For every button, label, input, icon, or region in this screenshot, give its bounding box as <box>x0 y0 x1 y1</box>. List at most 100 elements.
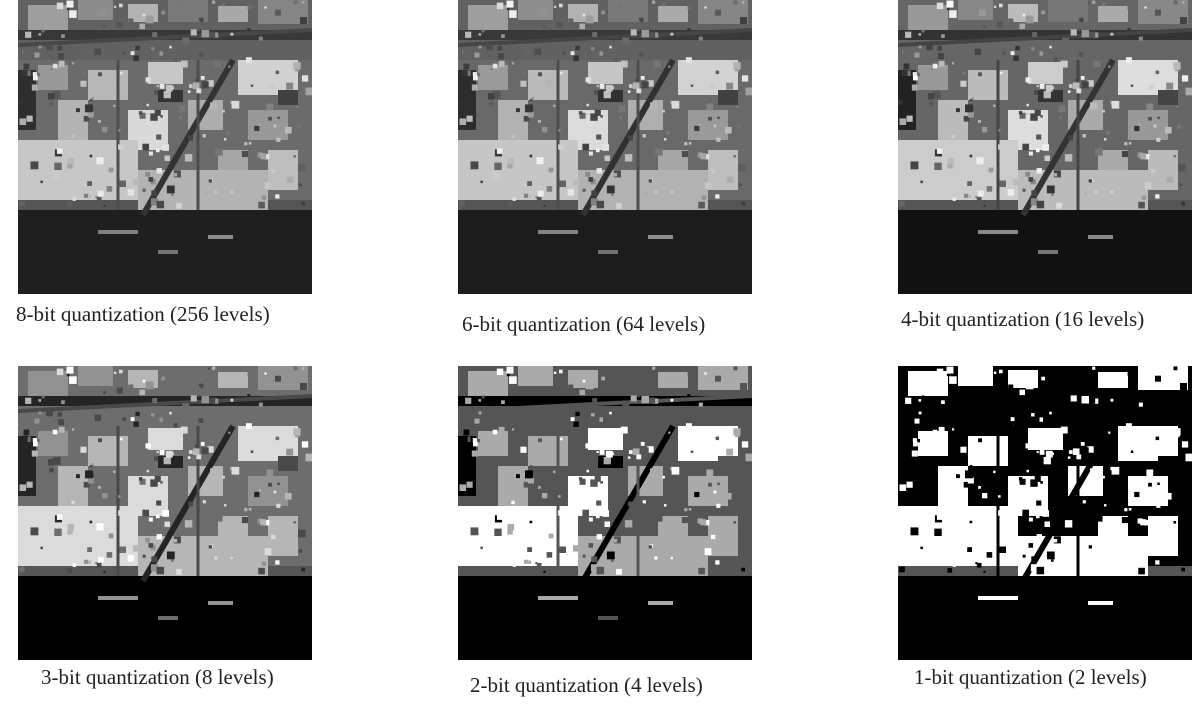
scene-detail <box>930 433 934 436</box>
scene-detail <box>1180 383 1187 390</box>
scene-detail <box>741 367 745 370</box>
scene-detail <box>275 560 280 565</box>
scene-detail <box>40 180 43 184</box>
scene-detail <box>1053 536 1061 544</box>
scene-detail <box>588 543 594 548</box>
scene-region <box>78 366 113 386</box>
scene-detail <box>50 433 54 436</box>
scene-detail <box>507 529 513 535</box>
scene-detail <box>1072 448 1080 455</box>
scene-region <box>658 150 688 170</box>
scene-detail <box>1087 367 1090 370</box>
scene-road <box>18 394 312 413</box>
scene-detail <box>1156 137 1161 142</box>
scene-region <box>978 596 1018 600</box>
scene-detail <box>1081 30 1089 38</box>
scene-detail <box>179 116 183 119</box>
scene-detail <box>23 429 30 436</box>
scene-detail <box>139 478 146 485</box>
scene-detail <box>616 202 622 209</box>
scene-detail <box>933 91 941 99</box>
scene-detail <box>573 55 579 61</box>
scene-detail <box>188 84 193 88</box>
scene-detail <box>701 195 707 200</box>
scene-detail <box>618 4 623 9</box>
scene-detail <box>95 196 98 199</box>
scene-detail <box>1036 168 1042 174</box>
scene-detail <box>963 481 970 488</box>
scene-detail <box>145 381 154 390</box>
scene-detail <box>222 109 225 113</box>
scene-detail <box>105 445 113 453</box>
scene-detail <box>1157 116 1160 119</box>
scene-detail <box>523 559 528 564</box>
scene-road <box>1020 58 1116 217</box>
scene-detail <box>1058 105 1066 113</box>
scene-detail <box>91 97 95 100</box>
scene-region <box>218 6 248 22</box>
scene-detail <box>1067 456 1071 459</box>
scene-detail <box>598 417 603 422</box>
scene-detail <box>1149 450 1154 456</box>
scene-detail <box>910 527 919 536</box>
scene-detail <box>594 456 599 461</box>
scene-detail <box>1082 500 1086 504</box>
scene-region <box>648 235 673 239</box>
scene-detail <box>212 0 216 4</box>
scene-detail <box>254 125 260 132</box>
scene-detail <box>146 469 149 473</box>
scene-region <box>218 372 248 388</box>
scene-detail <box>58 426 65 433</box>
scene-region <box>698 0 748 24</box>
scene-detail <box>527 194 532 198</box>
scene-detail <box>983 204 986 207</box>
scene-detail <box>466 481 473 488</box>
scene-detail <box>545 445 553 453</box>
scene-region <box>1028 62 1063 84</box>
scene-region <box>98 230 138 234</box>
scene-detail <box>937 411 943 417</box>
scene-detail <box>180 426 188 434</box>
scene-detail <box>1166 448 1174 456</box>
scene-detail <box>969 99 973 102</box>
scene-detail <box>594 475 601 482</box>
scene-detail <box>1002 417 1006 421</box>
scene-detail <box>1110 32 1114 36</box>
scene-detail <box>698 36 703 41</box>
scene-detail <box>715 9 721 16</box>
scene-detail <box>529 520 533 524</box>
scene-detail <box>946 366 954 374</box>
scene-detail <box>258 201 265 209</box>
scene-detail <box>1104 138 1107 141</box>
scene-region <box>958 366 993 386</box>
scene-detail <box>165 84 173 92</box>
scene-detail <box>57 45 63 51</box>
scene-detail <box>254 491 260 498</box>
aerial-image-4bit <box>898 0 1192 294</box>
scene-detail <box>592 51 600 59</box>
scene-detail <box>596 200 605 209</box>
scene-detail <box>122 51 126 55</box>
scene-detail <box>1025 381 1034 390</box>
scene-detail <box>641 396 649 404</box>
scene-detail <box>1019 112 1026 119</box>
scene-detail <box>199 17 204 23</box>
scene-detail <box>1181 567 1185 572</box>
scene-detail <box>653 426 661 434</box>
scene-detail <box>706 469 714 477</box>
scene-detail <box>1007 555 1015 562</box>
scene-detail <box>21 50 25 53</box>
scene-detail <box>1039 450 1045 455</box>
scene-detail <box>971 463 975 466</box>
scene-detail <box>119 3 123 8</box>
aerial-image-8bit <box>18 0 312 294</box>
scene-detail <box>103 391 106 394</box>
scene-detail <box>247 394 251 397</box>
scene-detail <box>733 521 737 524</box>
scene-detail <box>305 453 312 462</box>
scene-detail <box>542 127 548 133</box>
scene-detail <box>46 409 53 417</box>
scene-detail <box>1028 177 1034 182</box>
scene-detail <box>171 559 174 562</box>
scene-detail <box>694 125 700 132</box>
